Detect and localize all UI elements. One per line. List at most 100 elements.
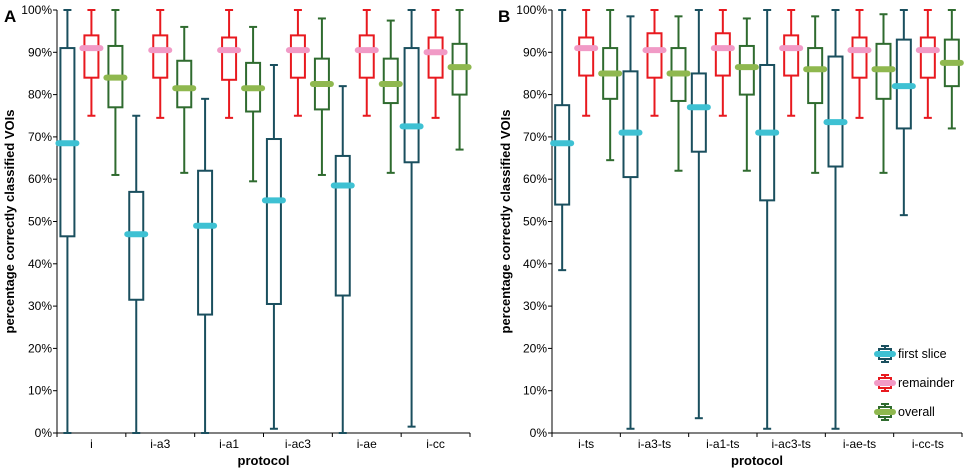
y-tick-label: 60% — [28, 172, 52, 186]
y-tick-label: 30% — [28, 299, 52, 313]
y-tick-label: 60% — [523, 172, 547, 186]
box-iqr — [265, 138, 282, 305]
box-plot — [261, 63, 286, 430]
box-plot — [217, 9, 242, 119]
legend-item: overall — [874, 403, 935, 421]
x-tick-label: i-a3 — [150, 437, 170, 451]
box-plot — [550, 9, 575, 272]
panel-a: A 0% 10% 20% 30% 40% 50% 60% 70% 80% 90% 100% percen… — [2, 3, 472, 468]
box-plot — [755, 9, 780, 430]
box-iqr — [289, 34, 306, 79]
box-plot — [399, 9, 424, 428]
box-plot — [686, 9, 711, 420]
box-plot — [330, 85, 355, 434]
panel-b: B 0% 10% 20% 30% 40% 50% 60% 70% 80% 90% 100% percen… — [498, 3, 964, 468]
y-tick-label: 80% — [28, 88, 52, 102]
box-iqr — [176, 59, 193, 109]
y-tick-label: 10% — [28, 384, 52, 398]
legend: first slice remainder overall — [874, 345, 954, 421]
box-plot — [55, 9, 80, 434]
y-tick-label: 70% — [523, 130, 547, 144]
box-iqr — [919, 36, 936, 79]
box-plot — [447, 9, 472, 151]
box-iqr — [382, 57, 399, 105]
x-tick-label: i-ae-ts — [843, 437, 876, 451]
box-iqr — [690, 72, 707, 153]
box-plot — [354, 9, 379, 117]
x-tick-label: i-ac3 — [285, 437, 311, 451]
box-iqr — [152, 34, 169, 79]
panel-letter: A — [4, 7, 16, 26]
x-tick-label: i-ae — [357, 437, 377, 451]
y-tick-label: 20% — [28, 341, 52, 355]
x-tick-label: i — [90, 437, 93, 451]
panel-letter: B — [498, 7, 510, 26]
y-tick-label: 90% — [28, 45, 52, 59]
box-plot — [710, 9, 735, 117]
box-iqr — [622, 70, 639, 179]
box-iqr — [714, 32, 731, 77]
box-plot — [847, 9, 872, 119]
box-iqr — [738, 44, 755, 96]
box-plot — [378, 19, 403, 174]
series-overall — [598, 9, 964, 174]
x-tick-label: i-a1-ts — [706, 437, 739, 451]
y-tick-label: 90% — [523, 45, 547, 59]
box-plot — [103, 9, 128, 176]
box-plot — [79, 9, 104, 117]
y-tick-label: 40% — [523, 257, 547, 271]
y-tick-label: 100% — [21, 3, 52, 17]
box-iqr — [197, 169, 214, 316]
box-plot — [915, 9, 940, 119]
y-axis-title: percentage correctly classified VOIs — [498, 110, 513, 334]
box-iqr — [83, 34, 100, 79]
box-iqr — [403, 47, 420, 164]
y-tick-label: 0% — [35, 426, 53, 440]
y-tick-label: 70% — [28, 130, 52, 144]
box-plot — [574, 9, 599, 117]
legend-label: remainder — [898, 376, 954, 390]
box-iqr — [851, 36, 868, 79]
series-remainder — [79, 9, 448, 119]
legend-item: remainder — [874, 374, 954, 392]
box-plot — [148, 9, 173, 119]
box-plot — [803, 15, 828, 174]
legend-label: first slice — [898, 347, 947, 361]
x-tick-label: i-ac3-ts — [771, 437, 810, 451]
x-tick-label: i-a3-ts — [638, 437, 671, 451]
y-tick-label: 100% — [516, 3, 547, 17]
series-first-slice — [550, 9, 916, 430]
legend-label: overall — [898, 405, 935, 419]
box-plot — [193, 97, 218, 434]
box-plot — [618, 15, 643, 430]
y-tick-label: 40% — [28, 257, 52, 271]
box-iqr — [427, 36, 444, 79]
x-tick-label: i-cc-ts — [912, 437, 944, 451]
box-iqr — [807, 47, 824, 105]
box-plot — [779, 9, 804, 117]
box-plot — [891, 9, 916, 217]
y-tick-label: 0% — [530, 426, 548, 440]
y-tick-label: 80% — [523, 88, 547, 102]
y-tick-label: 50% — [28, 215, 52, 229]
box-plot — [939, 9, 964, 130]
box-iqr — [646, 32, 663, 79]
box-iqr — [221, 36, 238, 81]
x-axis-title: protocol — [238, 453, 290, 468]
series-first-slice — [55, 9, 424, 434]
legend-item: first slice — [874, 345, 947, 363]
box-plot — [241, 25, 266, 183]
x-axis-title: protocol — [731, 453, 783, 468]
series-remainder — [574, 9, 940, 119]
box-plot — [871, 13, 896, 174]
box-iqr — [783, 34, 800, 77]
x-tick-label: i-cc — [426, 437, 445, 451]
y-axis-title: percentage correctly classified VOIs — [2, 110, 17, 334]
y-tick-label: 10% — [523, 384, 547, 398]
y-tick-label: 20% — [523, 341, 547, 355]
x-tick-label: i-ts — [578, 437, 594, 451]
series-overall — [103, 9, 472, 183]
y-tick-label: 30% — [523, 299, 547, 313]
box-iqr — [128, 190, 145, 301]
